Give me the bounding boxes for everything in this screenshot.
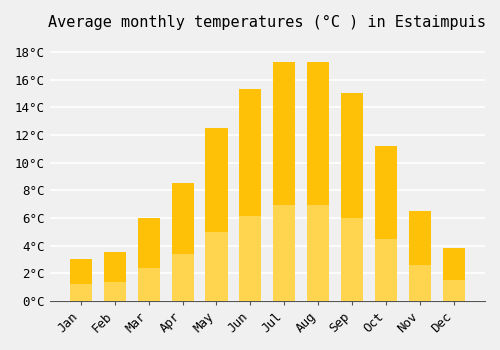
Bar: [375, 146, 398, 301]
Bar: [138, 268, 160, 301]
Bar: [342, 218, 363, 301]
Bar: [240, 89, 262, 301]
Bar: [240, 216, 262, 301]
Bar: [409, 265, 432, 301]
Title: Average monthly temperatures (°C ) in Estaimpuis: Average monthly temperatures (°C ) in Es…: [48, 15, 486, 30]
Bar: [274, 62, 295, 301]
Bar: [443, 248, 465, 301]
Bar: [206, 232, 228, 301]
Bar: [172, 183, 194, 301]
Bar: [342, 93, 363, 301]
Bar: [308, 62, 330, 301]
Bar: [375, 239, 398, 301]
Bar: [443, 280, 465, 301]
Bar: [308, 205, 330, 301]
Bar: [70, 259, 92, 301]
Bar: [172, 254, 194, 301]
Bar: [70, 284, 92, 301]
Bar: [104, 252, 126, 301]
Bar: [409, 211, 432, 301]
Bar: [104, 281, 126, 301]
Bar: [138, 218, 160, 301]
Bar: [274, 205, 295, 301]
Bar: [206, 128, 228, 301]
